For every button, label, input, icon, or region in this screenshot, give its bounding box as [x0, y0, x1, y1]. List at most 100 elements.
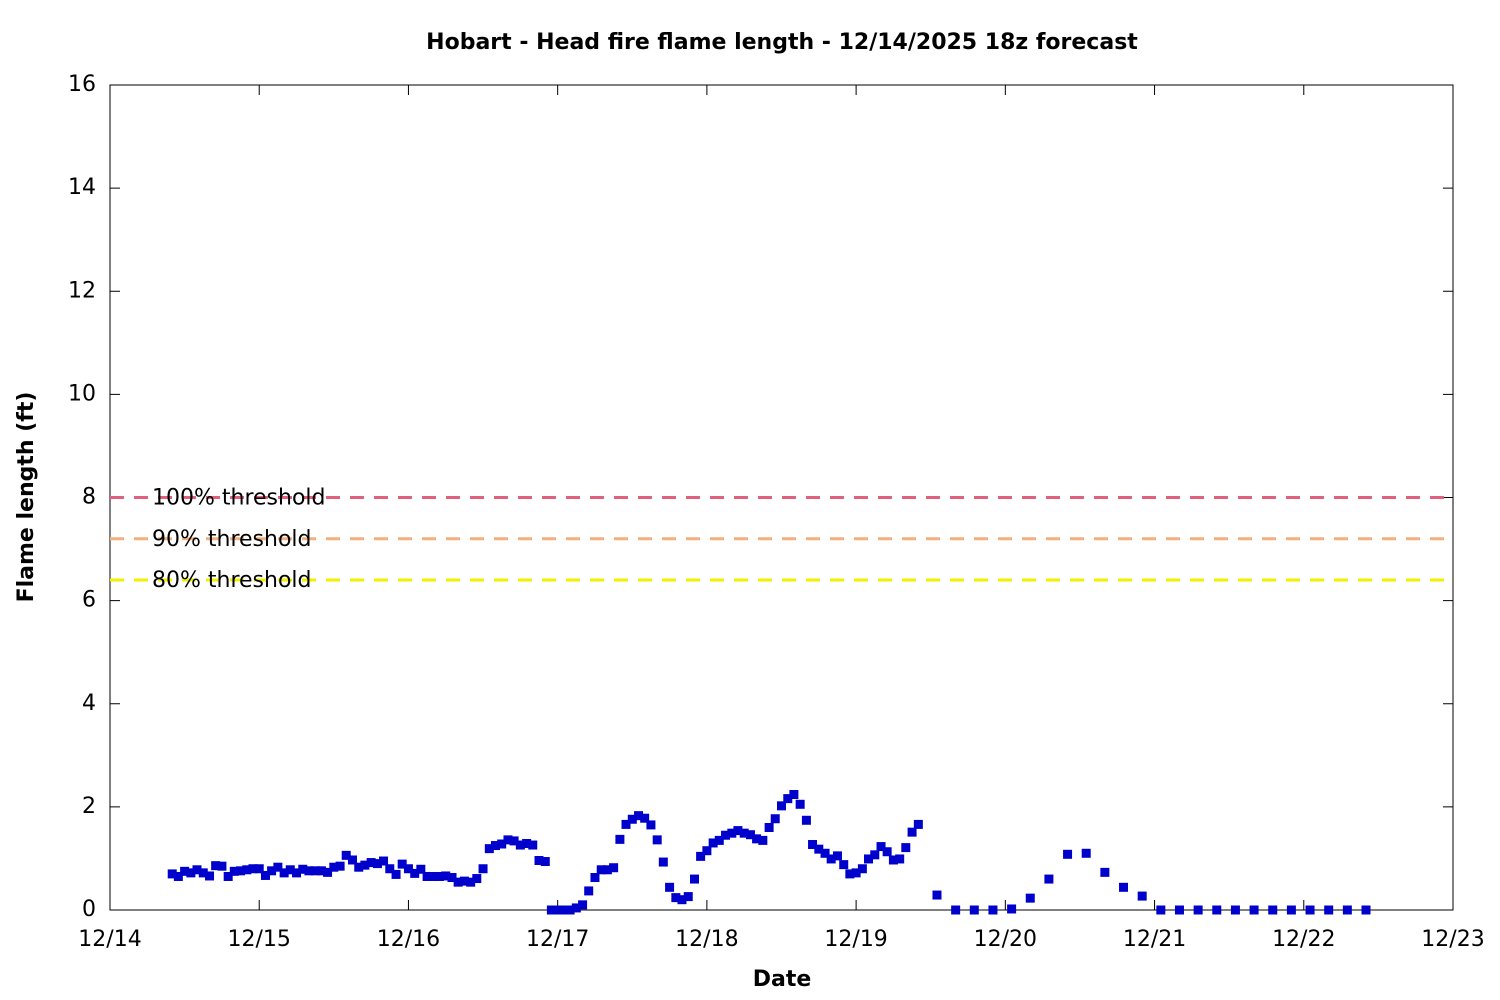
point [167, 869, 177, 879]
point [1268, 905, 1278, 915]
point [988, 905, 998, 915]
point [888, 855, 898, 865]
point [534, 856, 544, 865]
point [584, 886, 594, 896]
point [752, 834, 762, 844]
point [416, 864, 426, 874]
point [758, 835, 768, 845]
point [397, 859, 407, 869]
point [260, 870, 270, 880]
point [1174, 905, 1184, 915]
point [223, 871, 233, 881]
point [1230, 905, 1240, 915]
x-tick-label: 12/22 [1272, 927, 1335, 952]
point [522, 838, 532, 848]
point [863, 854, 873, 864]
point [1007, 904, 1017, 914]
point [285, 865, 295, 875]
point [515, 840, 525, 850]
point [385, 864, 395, 874]
point [1193, 905, 1203, 915]
point [602, 865, 612, 875]
y-tick-label: 2 [82, 794, 96, 819]
point [403, 864, 413, 874]
point [316, 866, 326, 876]
point [447, 873, 457, 883]
y-tick-label: 4 [82, 691, 96, 716]
point [565, 905, 575, 915]
point [484, 844, 494, 854]
point [354, 862, 364, 872]
point [466, 877, 476, 887]
point [907, 827, 917, 837]
point [248, 864, 258, 874]
point [882, 847, 892, 857]
x-tick-label: 12/23 [1421, 927, 1484, 952]
point [546, 905, 556, 915]
point [422, 871, 432, 881]
point [795, 799, 805, 809]
point [1063, 849, 1073, 859]
point [335, 861, 345, 871]
point [304, 866, 314, 876]
point [229, 866, 239, 876]
point [1100, 867, 1110, 877]
point [242, 865, 252, 875]
point [503, 835, 513, 845]
point [267, 866, 277, 876]
point [634, 811, 644, 821]
point [528, 840, 538, 850]
y-tick-label: 16 [68, 72, 96, 97]
legend-label: 90% threshold [152, 527, 312, 552]
point [851, 868, 861, 878]
point [379, 856, 389, 866]
chart-title: Hobart - Head fire flame length - 12/14/… [426, 30, 1138, 55]
point [310, 866, 320, 876]
point [192, 865, 202, 875]
point [540, 857, 550, 867]
y-tick-label: 10 [68, 381, 96, 406]
point [652, 835, 662, 845]
point [509, 836, 519, 846]
point [739, 828, 749, 838]
point [173, 871, 183, 881]
point [702, 846, 712, 856]
x-tick-label: 12/21 [1123, 927, 1186, 952]
point [690, 874, 700, 884]
point [733, 826, 743, 836]
point [814, 844, 824, 854]
point [658, 857, 668, 867]
point [279, 868, 289, 878]
point [211, 861, 221, 871]
point [490, 841, 500, 851]
point [745, 830, 755, 840]
point [714, 835, 724, 845]
point [808, 840, 818, 850]
point [1286, 905, 1296, 915]
y-tick-label: 0 [82, 897, 96, 922]
y-tick-label: 12 [68, 278, 96, 303]
point [646, 820, 656, 830]
point [298, 864, 308, 874]
x-tick-label: 12/19 [824, 927, 887, 952]
point [590, 873, 600, 883]
point [478, 864, 488, 874]
x-tick-label: 12/15 [228, 927, 291, 952]
point [969, 905, 979, 915]
point [721, 830, 731, 840]
point [895, 854, 905, 864]
point [596, 865, 606, 875]
point [627, 814, 637, 824]
point [578, 900, 588, 910]
point [783, 794, 793, 804]
x-tick-label: 12/14 [78, 927, 141, 952]
x-axis-label: Date [753, 967, 812, 992]
y-tick-label: 8 [82, 485, 96, 510]
point [671, 893, 681, 903]
point [770, 814, 780, 824]
point [559, 905, 569, 915]
point [609, 863, 619, 873]
point [553, 905, 563, 915]
point [459, 876, 469, 886]
